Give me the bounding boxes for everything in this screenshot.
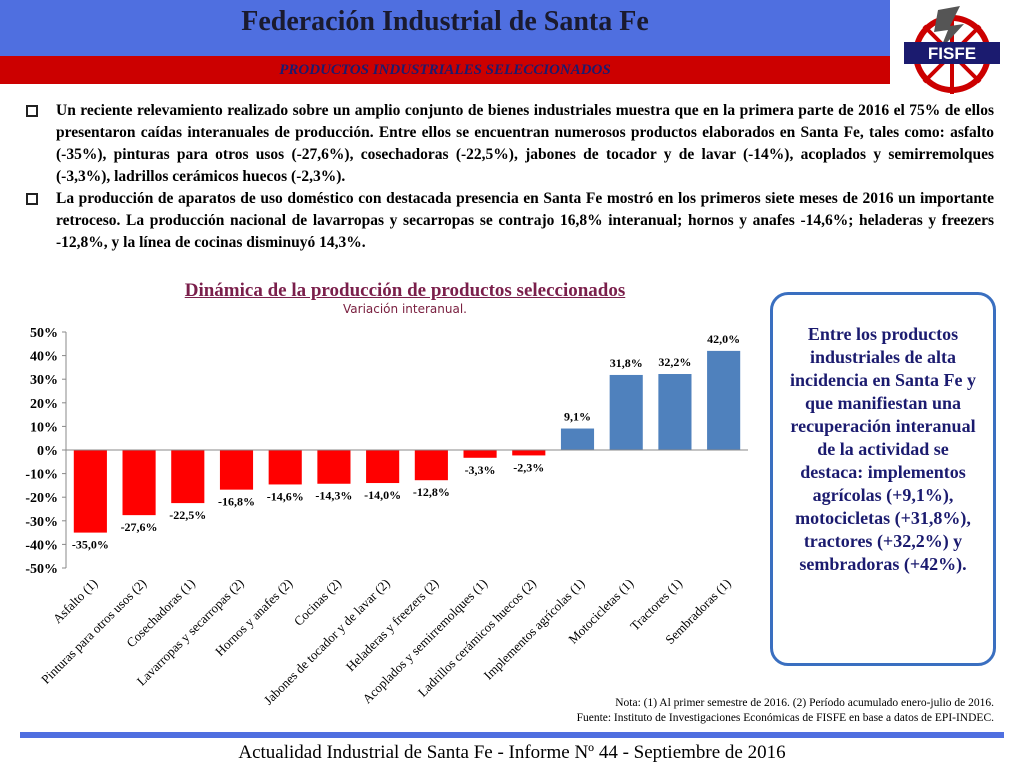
chart-subtitle: Variación interanual. [343,302,467,316]
bar [219,450,254,490]
bullet-text-1: Un reciente relevamiento realizado sobre… [56,102,994,185]
subheader-band [0,56,890,84]
bar-data-label: -14,0% [364,488,401,502]
bar [73,450,107,533]
bar [658,374,692,450]
bar [171,450,205,504]
bar-data-label: -22,5% [169,508,206,522]
bar-data-label: -14,6% [267,489,304,503]
page-subtitle: PRODUCTOS INDUSTRIALES SELECCIONADOS [279,62,611,78]
y-tick-label: -10% [25,468,58,483]
y-tick-label: 20% [30,397,58,412]
y-tick-label: 0% [37,444,58,459]
bullet-item-2: La producción de aparatos de uso domésti… [24,188,994,254]
footer-text: Actualidad Industrial de Santa Fe - Info… [238,742,786,763]
bar [366,450,400,484]
bullet-item-1: Un reciente relevamiento realizado sobre… [24,100,994,188]
y-tick-label: -40% [25,538,58,553]
bar-data-label: 31,8% [610,356,643,370]
bullet-list: Un reciente relevamiento realizado sobre… [24,100,994,254]
page-title: Federación Industrial de Santa Fe [241,6,649,37]
bar-data-label: 9,1% [564,410,591,424]
x-category-label: Asfalto (1) [50,576,101,627]
bar-data-label: -16,8% [218,495,255,509]
bar [317,450,351,484]
note-line-1: Nota: (1) Al primer semestre de 2016. (2… [615,697,994,709]
x-category-label: Heladeras y freezers (2) [343,576,442,675]
y-tick-label: -30% [25,515,58,530]
bar [463,450,497,458]
bar-data-label: -35,0% [72,538,109,552]
bar [414,450,448,481]
bar-data-label: 42,0% [707,332,740,346]
y-tick-label: 30% [30,373,58,388]
y-tick-label: 40% [30,350,58,365]
chart-note: Nota: (1) Al primer semestre de 2016. (2… [577,696,994,726]
bar [512,450,546,456]
bar [707,350,741,450]
y-tick-label: 10% [30,420,58,435]
bar [268,450,302,485]
bar [609,374,643,450]
header-band [0,0,890,56]
bar-data-label: -12,8% [413,485,450,499]
chart-title: Dinámica de la producción de productos s… [184,280,626,301]
note-line-2: Fuente: Instituto de Investigaciones Eco… [576,712,994,724]
bar [122,450,156,516]
y-tick-label: -20% [25,491,58,506]
bar-data-label: -14,3% [315,489,352,503]
bar-data-label: 32,2% [658,355,691,369]
y-tick-label: -50% [25,562,58,577]
bar-data-label: -2,3% [513,460,544,474]
bullet-text-2: La producción de aparatos de uso domésti… [56,190,994,251]
bar-chart: 50% 40% 30% 20% 10% 0% -10% -20% -30% -40% -50% -35… [25,326,748,708]
footer-band [20,732,1004,738]
bar [560,428,595,450]
checkbox-bullet-icon [26,105,38,117]
fisfe-logo: FISFE [904,6,1000,94]
bar-data-label: -27,6% [121,520,158,534]
checkbox-bullet-icon [26,193,38,205]
highlight-callout: Entre los productos industriales de alta… [770,292,996,666]
logo-text: FISFE [928,44,976,63]
bar-data-label: -3,3% [465,463,496,477]
y-tick-label: 50% [30,326,58,341]
